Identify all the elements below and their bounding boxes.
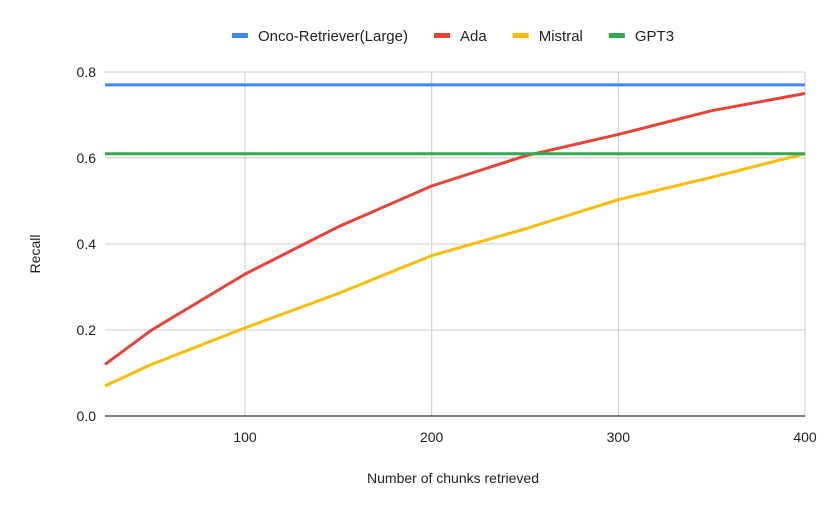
series-line-ada [104, 92, 806, 366]
series-lines [104, 83, 806, 388]
x-tick-label: 300 [607, 429, 631, 445]
legend-swatch [512, 33, 529, 38]
legend-item-onco-retriever-large[interactable]: Onco-Retriever(Large) [231, 28, 408, 45]
legend-label: Mistral [539, 28, 583, 45]
series-line-mistral [104, 152, 806, 388]
legend-item-mistral[interactable]: Mistral [512, 28, 583, 45]
grid [105, 71, 806, 416]
x-tick-label: 100 [233, 429, 257, 445]
legend: Onco-Retriever(Large) Ada Mistral GPT3 [231, 28, 674, 45]
x-tick-label: 200 [420, 429, 444, 445]
x-axis-title: Number of chunks retrieved [367, 470, 539, 486]
y-tick-label: 0.6 [77, 150, 97, 166]
legend-item-ada[interactable]: Ada [434, 28, 487, 45]
y-tick-label: 0.0 [77, 408, 97, 424]
axes: 0.0 0.2 0.4 0.6 0.8 100 200 300 400 [77, 64, 817, 445]
y-axis-title: Recall [27, 235, 43, 274]
x-tick-label: 400 [793, 429, 817, 445]
legend-swatch [231, 33, 248, 38]
legend-swatch [608, 33, 625, 38]
legend-swatch [434, 33, 450, 38]
y-tick-label: 0.8 [77, 64, 97, 80]
legend-item-gpt3[interactable]: GPT3 [608, 28, 674, 45]
legend-label: Ada [460, 28, 487, 45]
y-tick-label: 0.2 [77, 322, 97, 338]
legend-label: GPT3 [635, 28, 674, 45]
legend-label: Onco-Retriever(Large) [258, 28, 408, 45]
y-tick-label: 0.4 [77, 236, 97, 252]
